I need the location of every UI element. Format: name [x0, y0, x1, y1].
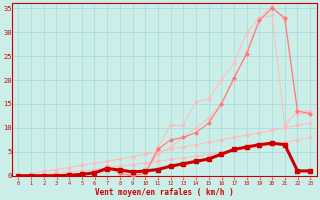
X-axis label: Vent moyen/en rafales ( km/h ): Vent moyen/en rafales ( km/h )	[95, 188, 234, 197]
